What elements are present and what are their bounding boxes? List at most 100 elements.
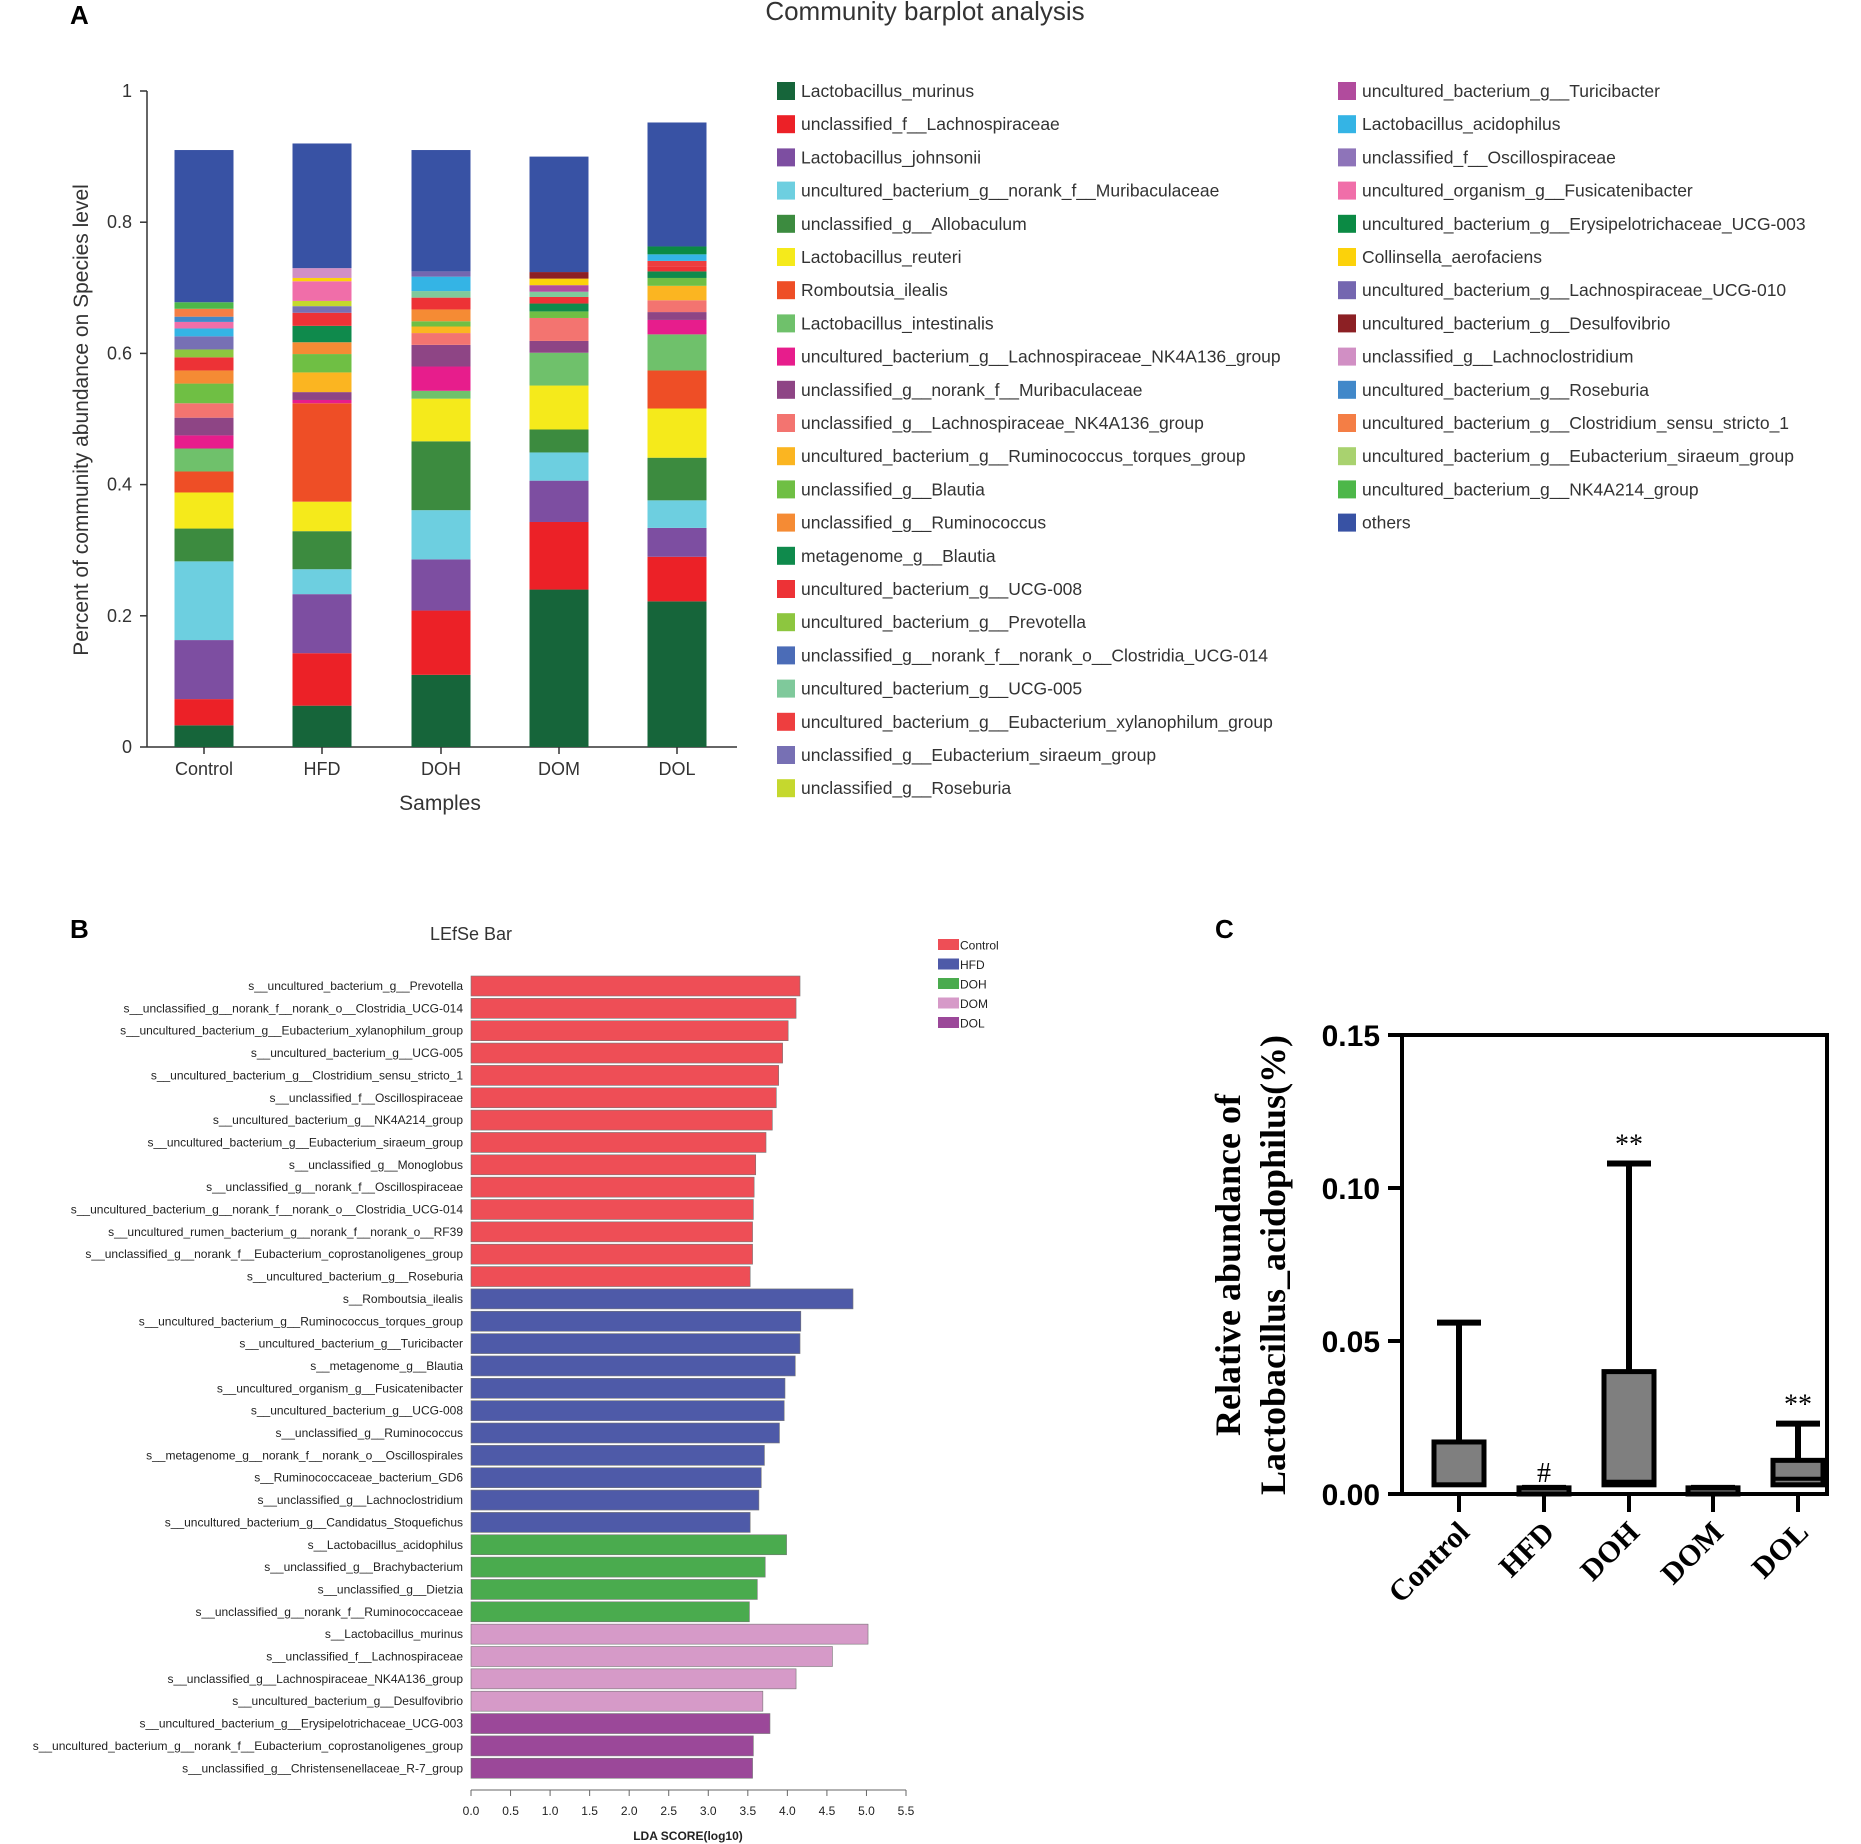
lefse-bar — [470, 1065, 779, 1086]
stacked-bar-segment — [529, 452, 589, 481]
lefse-bar — [470, 1400, 785, 1421]
legend-label: unclassified_g__Ruminococcus — [801, 513, 1046, 534]
lefse-bar-label: s__uncultured_bacterium_g__NK4A214_group — [213, 1113, 464, 1127]
lefse-bar-label: s__uncultured_bacterium_g__Erysipelotric… — [139, 1717, 463, 1731]
stacked-bar-segment — [647, 408, 707, 458]
legend-swatch — [777, 746, 795, 764]
chart-b-xtick-label: 0.5 — [502, 1804, 519, 1818]
stacked-bar-segment — [529, 285, 589, 292]
stacked-bar-segment — [411, 366, 471, 391]
stacked-bar-segment — [411, 674, 471, 747]
lefse-bar-label: s__uncultured_bacterium_g__Desulfovibrio — [232, 1694, 463, 1708]
chart-a-xtick-label: DOH — [421, 759, 461, 779]
lefse-bar-label: s__unclassified_f__Oscillospiraceae — [270, 1091, 464, 1105]
legend-swatch — [777, 712, 795, 731]
stacked-bar-segment — [647, 260, 707, 267]
stacked-bar-segment — [292, 392, 352, 400]
stacked-bar-segment — [411, 271, 471, 277]
legend-swatch — [777, 580, 795, 598]
chart-b-xtick-label: 2.5 — [660, 1804, 677, 1818]
lefse-bar-label: s__Lactobacillus_acidophilus — [308, 1538, 463, 1552]
lefse-bar — [470, 1042, 783, 1064]
stacked-bar-segment — [292, 569, 352, 595]
legend-label: Lactobacillus_murinus — [801, 81, 974, 102]
legend-swatch — [777, 546, 795, 565]
lefse-bar-label: s__Ruminococcaceae_bacterium_GD6 — [254, 1471, 463, 1485]
stacked-bar-segment — [292, 277, 352, 282]
chart-c-xtick-label: DOL — [1746, 1516, 1815, 1585]
legend-label: uncultured_bacterium_g__NK4A214_group — [1362, 479, 1699, 500]
stacked-bar-segment — [411, 390, 471, 399]
lefse-bar — [470, 1288, 854, 1310]
chart-b-xtick-label: 3.5 — [739, 1804, 756, 1818]
legend-swatch — [1338, 480, 1356, 499]
legend-label: unclassified_f__Lachnospiraceae — [801, 114, 1060, 135]
legend-label: uncultured_bacterium_g__Ruminococcus_tor… — [801, 446, 1246, 467]
stacked-bar-segment — [529, 429, 589, 453]
lefse-bar-label: s__uncultured_bacterium_g__Eubacterium_s… — [147, 1135, 463, 1149]
legend-swatch — [777, 314, 795, 333]
legend-swatch — [1338, 513, 1356, 532]
chart-c-xtick-label: DOM — [1655, 1516, 1730, 1591]
lefse-bar — [470, 1713, 771, 1734]
stacked-bar-segment — [174, 561, 234, 641]
legend-label: uncultured_bacterium_g__Lachnospiraceae_… — [801, 347, 1281, 368]
stacked-bar-segment — [647, 319, 707, 335]
stacked-bar-segment — [174, 492, 234, 529]
lefse-bar-label: s__metagenome_g__norank_f__norank_o__Osc… — [146, 1448, 463, 1462]
stacked-bar-segment — [292, 403, 352, 502]
lefse-bar — [470, 1020, 789, 1042]
legend-label: uncultured_bacterium_g__Erysipelotrichac… — [1362, 214, 1806, 235]
legend-label: Lactobacillus_intestinalis — [801, 313, 994, 334]
stacked-bar-segment — [174, 308, 234, 317]
chart-a-ytick-label: 0.6 — [107, 343, 132, 363]
stacked-bar-segment — [647, 266, 707, 272]
stacked-bar-segment — [529, 156, 589, 273]
chart-c-ytick-label: 0.00 — [1322, 1479, 1380, 1512]
lefse-bar-label: s__unclassified_g__norank_f__Eubacterium… — [85, 1247, 463, 1261]
lefse-legend-swatch — [938, 1017, 959, 1028]
stacked-bar-segment — [529, 480, 589, 522]
stacked-bar-segment — [174, 725, 234, 747]
stacked-bar-segment — [292, 531, 352, 570]
legend-swatch — [777, 447, 795, 466]
legend-swatch — [1338, 281, 1356, 300]
legend-label: uncultured_bacterium_g__Eubacterium_xyla… — [801, 712, 1273, 733]
stacked-bar-segment — [411, 610, 471, 675]
stacked-bar-segment — [292, 372, 352, 393]
lefse-bar — [470, 1221, 753, 1243]
lefse-legend-swatch — [938, 939, 959, 950]
stacked-bar-segment — [411, 291, 471, 298]
lefse-bar-label: s__unclassified_g__norank_f__Ruminococca… — [195, 1605, 463, 1619]
legend-swatch — [777, 214, 795, 233]
legend-label: unclassified_g__Roseburia — [801, 778, 1011, 799]
legend-swatch — [777, 380, 795, 399]
lefse-bar — [470, 1579, 758, 1600]
lefse-bar-label: s__unclassified_g__Lachnospiraceae_NK4A1… — [167, 1672, 463, 1686]
lefse-bar — [470, 1668, 797, 1690]
lefse-bar — [470, 1601, 750, 1623]
stacked-bar-segment — [411, 398, 471, 442]
chart-b-xtick-label: 4.5 — [819, 1804, 836, 1818]
legend-swatch — [777, 679, 795, 698]
panel-a-community-barplot: Community barplot analysis Percent of co… — [70, 0, 1806, 815]
stacked-bar-segment — [647, 370, 707, 409]
legend-label: metagenome_g__Blautia — [801, 546, 996, 567]
lefse-bar-label: s__unclassified_g__Monoglobus — [289, 1158, 463, 1172]
stacked-bar-segment — [411, 510, 471, 560]
stacked-bar-segment — [647, 271, 707, 278]
lefse-bar — [470, 1735, 754, 1757]
legend-swatch — [1338, 414, 1356, 432]
legend-swatch — [1338, 181, 1356, 200]
legend-swatch — [1338, 314, 1356, 333]
legend-swatch — [777, 115, 795, 134]
legend-label: uncultured_bacterium_g__Lachnospiraceae_… — [1362, 280, 1786, 301]
stacked-bar-segment — [411, 344, 471, 367]
stacked-bar-segment — [174, 448, 234, 472]
stacked-bar-segment — [529, 296, 589, 304]
stacked-bar-segment — [647, 556, 707, 602]
chart-b-xtick-label: 1.5 — [581, 1804, 598, 1818]
legend-swatch — [1338, 82, 1356, 100]
stacked-bar-segment — [529, 589, 589, 747]
lefse-bar-label: s__unclassified_g__Ruminococcus — [276, 1426, 463, 1440]
